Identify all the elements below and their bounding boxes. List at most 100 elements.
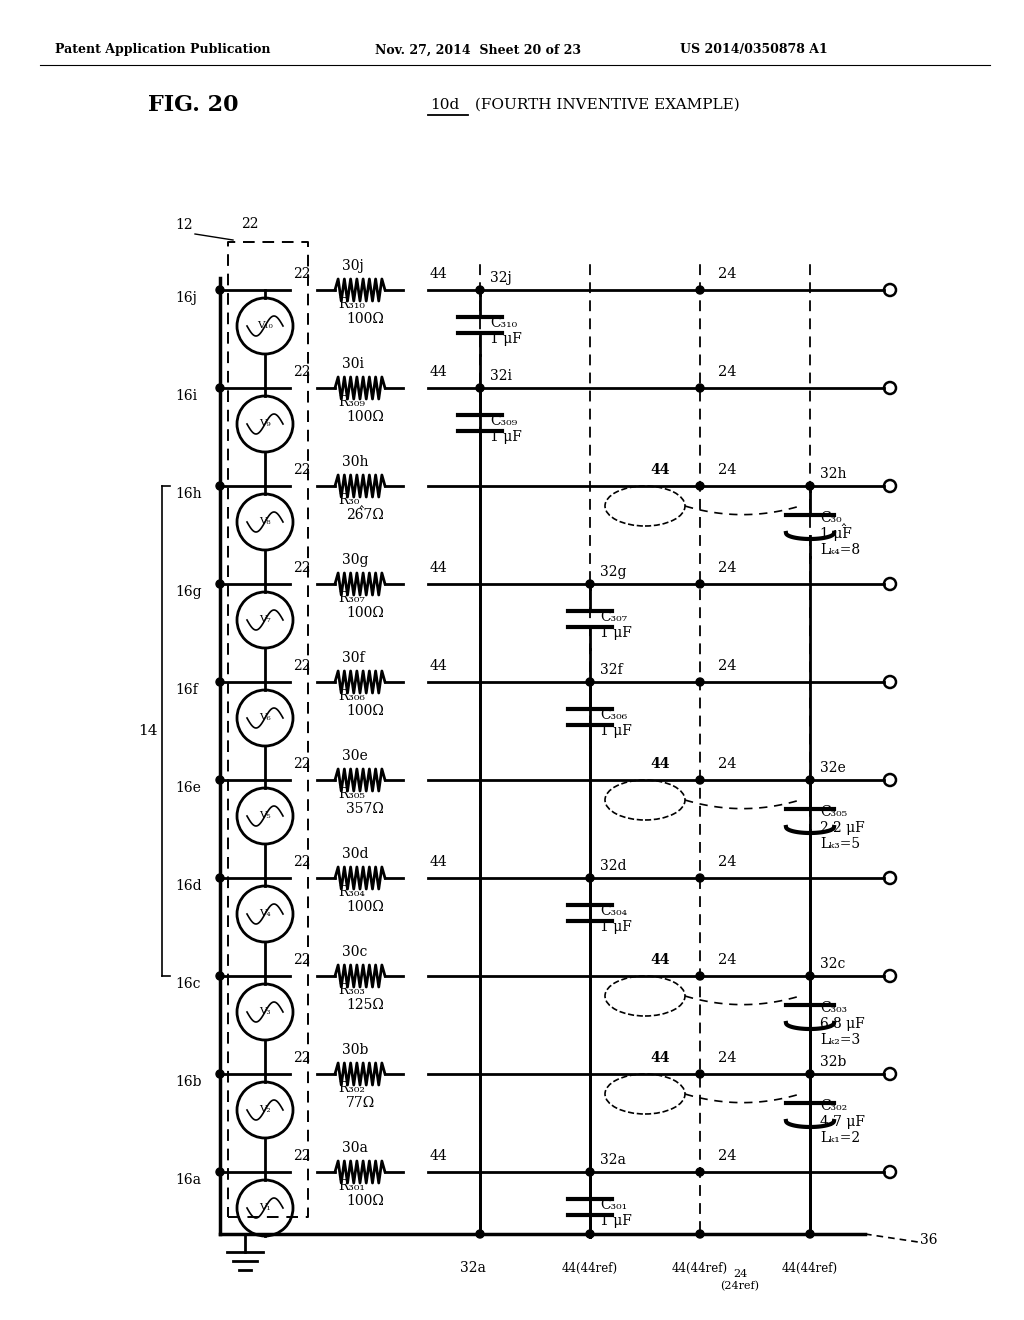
Text: Lₖ₃=5: Lₖ₃=5 — [820, 837, 860, 851]
Text: C₃₀₅: C₃₀₅ — [820, 805, 847, 818]
Text: 16h: 16h — [175, 487, 202, 502]
Text: 24: 24 — [718, 756, 736, 771]
Text: 100Ω: 100Ω — [346, 1195, 384, 1208]
Text: 36: 36 — [920, 1233, 938, 1247]
Circle shape — [216, 678, 224, 686]
Text: 44(44ref): 44(44ref) — [562, 1262, 618, 1275]
Text: 32a: 32a — [460, 1261, 485, 1275]
Text: R₃₀‸: R₃₀‸ — [338, 492, 365, 508]
Text: C₃₀₆: C₃₀₆ — [600, 708, 627, 722]
Circle shape — [216, 384, 224, 392]
Text: V₆: V₆ — [259, 714, 270, 722]
Text: 30f: 30f — [342, 651, 365, 665]
Text: V₁: V₁ — [259, 1204, 270, 1213]
Text: 24
(24ref): 24 (24ref) — [721, 1269, 760, 1291]
Text: 16g: 16g — [175, 585, 202, 599]
Text: 16a: 16a — [175, 1173, 201, 1187]
Text: 16i: 16i — [175, 389, 198, 403]
Text: R₃₀₂: R₃₀₂ — [338, 1081, 365, 1096]
Text: 24: 24 — [718, 855, 736, 869]
Circle shape — [696, 579, 705, 587]
Text: 125Ω: 125Ω — [346, 998, 384, 1012]
Circle shape — [216, 874, 224, 882]
Text: 16b: 16b — [175, 1074, 202, 1089]
Text: (FOURTH INVENTIVE EXAMPLE): (FOURTH INVENTIVE EXAMPLE) — [470, 98, 739, 112]
Text: 32f: 32f — [600, 663, 623, 677]
Circle shape — [216, 776, 224, 784]
Circle shape — [696, 286, 705, 294]
Text: 100Ω: 100Ω — [346, 312, 384, 326]
Text: R₃₀₃: R₃₀₃ — [338, 983, 365, 997]
Text: 16j: 16j — [175, 290, 197, 305]
Text: 30a: 30a — [342, 1140, 368, 1155]
Text: Lₖ₁=2: Lₖ₁=2 — [820, 1131, 860, 1144]
Text: 22: 22 — [293, 1148, 310, 1163]
Text: Nov. 27, 2014  Sheet 20 of 23: Nov. 27, 2014 Sheet 20 of 23 — [375, 44, 581, 57]
Text: 16c: 16c — [175, 977, 201, 991]
Text: V₉: V₉ — [259, 420, 270, 429]
Text: 357Ω: 357Ω — [346, 803, 384, 816]
Text: 44: 44 — [430, 1148, 447, 1163]
Text: V₇: V₇ — [259, 615, 270, 624]
Text: V₄: V₄ — [259, 909, 270, 919]
Text: 44: 44 — [430, 659, 447, 673]
Text: 100Ω: 100Ω — [346, 411, 384, 424]
Text: 44(44ref): 44(44ref) — [782, 1262, 838, 1275]
Text: 100Ω: 100Ω — [346, 704, 384, 718]
Text: 30e: 30e — [342, 748, 368, 763]
Text: 32e: 32e — [820, 762, 846, 775]
Text: 100Ω: 100Ω — [346, 606, 384, 620]
Text: C₃₀₇: C₃₀₇ — [600, 610, 627, 624]
Text: 22: 22 — [293, 659, 310, 673]
Text: 22: 22 — [293, 1051, 310, 1065]
Circle shape — [696, 1168, 705, 1176]
Text: C₃₀₂: C₃₀₂ — [820, 1100, 847, 1113]
Text: 44: 44 — [650, 1051, 670, 1065]
Text: R₃₁₀: R₃₁₀ — [338, 297, 365, 312]
Circle shape — [586, 1230, 594, 1238]
Text: 32a: 32a — [600, 1152, 626, 1167]
Text: 1 μF: 1 μF — [820, 527, 852, 541]
Circle shape — [696, 1071, 705, 1078]
Text: 24: 24 — [718, 953, 736, 968]
Text: 4.7 μF: 4.7 μF — [820, 1115, 865, 1129]
Text: V₅: V₅ — [259, 812, 270, 821]
Text: 30j: 30j — [342, 259, 364, 273]
Text: 6.8 μF: 6.8 μF — [820, 1016, 864, 1031]
Text: 77Ω: 77Ω — [346, 1096, 375, 1110]
Circle shape — [216, 286, 224, 294]
Circle shape — [586, 579, 594, 587]
Circle shape — [216, 579, 224, 587]
Circle shape — [216, 482, 224, 490]
Text: 32c: 32c — [820, 957, 846, 972]
Text: 22: 22 — [293, 267, 310, 281]
Text: Patent Application Publication: Patent Application Publication — [55, 44, 270, 57]
Text: 1 μF: 1 μF — [600, 1214, 632, 1228]
Text: 32g: 32g — [600, 565, 627, 579]
Text: 267Ω: 267Ω — [346, 508, 384, 521]
Text: V₃: V₃ — [259, 1007, 270, 1016]
Circle shape — [476, 384, 484, 392]
Circle shape — [696, 384, 705, 392]
Text: 1 μF: 1 μF — [490, 333, 522, 346]
Circle shape — [216, 1071, 224, 1078]
Text: 24: 24 — [718, 267, 736, 281]
Text: R₃₀₆: R₃₀₆ — [338, 689, 365, 704]
Text: 22: 22 — [242, 216, 259, 231]
Text: 16d: 16d — [175, 879, 202, 894]
Text: C₃₁₀: C₃₁₀ — [490, 315, 517, 330]
Circle shape — [586, 874, 594, 882]
Text: 32i: 32i — [490, 370, 512, 383]
Text: 10d: 10d — [430, 98, 459, 112]
Text: 22: 22 — [293, 953, 310, 968]
Circle shape — [806, 1230, 814, 1238]
Text: 44: 44 — [650, 463, 670, 477]
Text: 32d: 32d — [600, 859, 627, 873]
Text: 16f: 16f — [175, 682, 198, 697]
Circle shape — [806, 776, 814, 784]
Text: 30d: 30d — [342, 847, 369, 861]
Text: 22: 22 — [293, 561, 310, 576]
Text: 22: 22 — [293, 855, 310, 869]
Text: 32h: 32h — [820, 467, 847, 480]
Text: C₃₀‸: C₃₀‸ — [820, 511, 847, 525]
